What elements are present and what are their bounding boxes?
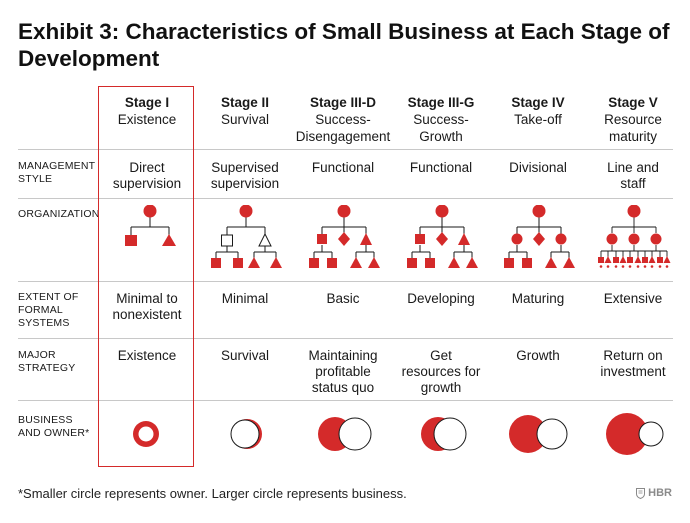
formal-systems-stage-1: Minimal to nonexistent bbox=[112, 291, 182, 322]
row-label-business-and-owner: BUSINESS AND OWNER* bbox=[18, 414, 90, 439]
business-owner-circles-stage-1 bbox=[133, 421, 159, 447]
management-style-stage-3d: Functional bbox=[311, 160, 375, 175]
formal-systems-stage-3g: Developing bbox=[407, 291, 475, 306]
exhibit-title: Exhibit 3: Characteristics of Small Busi… bbox=[18, 19, 670, 71]
stage-number: Stage II bbox=[220, 95, 269, 110]
column-header-stage-2: Stage II Survival bbox=[196, 94, 294, 128]
row-divider bbox=[18, 281, 673, 282]
business-owner-circles-stage-5 bbox=[606, 413, 664, 455]
stage-name: Resource maturity bbox=[604, 112, 662, 144]
stage-number: Stage III-D bbox=[309, 95, 376, 110]
row-divider bbox=[18, 198, 673, 199]
org-chart-stage-5 bbox=[598, 205, 671, 268]
org-chart-stage-3g bbox=[407, 205, 478, 268]
column-header-stage-3g: Stage III-G Success-Growth bbox=[392, 94, 490, 145]
row-divider bbox=[18, 400, 673, 401]
footnote: *Smaller circle represents owner. Larger… bbox=[18, 486, 407, 501]
row-label-formal-systems: EXTENT OF FORMAL SYSTEMS bbox=[18, 291, 79, 329]
stage-number: Stage V bbox=[608, 95, 658, 110]
org-chart-stage-2 bbox=[211, 205, 282, 268]
brand-logo: HBR bbox=[636, 487, 672, 499]
major-strategy-stage-4: Growth bbox=[516, 348, 560, 363]
row-divider bbox=[18, 338, 673, 339]
row-label-organization: ORGANIZATION bbox=[18, 208, 100, 220]
row-label-management-style: MANAGEMENT STYLE bbox=[18, 160, 96, 185]
stage-number: Stage IV bbox=[511, 95, 565, 110]
stage-number: Stage III-G bbox=[407, 95, 475, 110]
management-style-stage-2: Supervised supervision bbox=[210, 160, 280, 191]
business-owner-circles-stage-4 bbox=[509, 415, 568, 453]
formal-systems-stage-5: Extensive bbox=[603, 291, 663, 306]
stage-name: Success-Disengagement bbox=[295, 112, 391, 144]
column-header-stage-5: Stage V Resource maturity bbox=[584, 94, 682, 145]
row-label-major-strategy: MAJOR STRATEGY bbox=[18, 349, 76, 374]
major-strategy-stage-5: Return on investment bbox=[600, 348, 666, 379]
major-strategy-stage-1: Existence bbox=[117, 348, 177, 363]
management-style-stage-4: Divisional bbox=[509, 160, 567, 175]
column-header-stage-3d: Stage III-D Success-Disengagement bbox=[294, 94, 392, 145]
major-strategy-stage-3d: Maintaining profitable status quo bbox=[308, 348, 378, 395]
org-chart-stage-1 bbox=[125, 205, 176, 246]
business-owner-circles-stage-2 bbox=[230, 419, 262, 449]
org-chart-stage-4 bbox=[504, 205, 575, 268]
brand-name: HBR bbox=[648, 487, 672, 499]
stage-name: Survival bbox=[220, 112, 269, 127]
row-divider bbox=[18, 149, 673, 150]
formal-systems-stage-3d: Basic bbox=[326, 291, 360, 306]
major-strategy-stage-3g: Get resources for growth bbox=[401, 348, 481, 395]
column-header-stage-4: Stage IV Take-off bbox=[489, 94, 587, 128]
stage-name: Take-off bbox=[514, 112, 562, 127]
formal-systems-stage-4: Maturing bbox=[511, 291, 565, 306]
stage-1-highlight-box bbox=[98, 86, 194, 467]
formal-systems-stage-2: Minimal bbox=[221, 291, 269, 306]
shield-icon bbox=[636, 487, 646, 499]
stage-name: Success-Growth bbox=[413, 112, 469, 144]
management-style-stage-5: Line and staff bbox=[607, 160, 659, 191]
major-strategy-stage-2: Survival bbox=[220, 348, 269, 363]
business-owner-circles-stage-3g bbox=[421, 417, 467, 451]
stage-number: Stage I bbox=[124, 95, 170, 110]
org-chart-stage-3d bbox=[309, 205, 380, 268]
stage-name: Existence bbox=[117, 112, 177, 127]
management-style-stage-3g: Functional bbox=[409, 160, 473, 175]
management-style-stage-1: Direct supervision bbox=[112, 160, 182, 191]
business-owner-circles-stage-3d bbox=[318, 417, 372, 451]
column-header-stage-1: Stage I Existence bbox=[98, 94, 196, 128]
